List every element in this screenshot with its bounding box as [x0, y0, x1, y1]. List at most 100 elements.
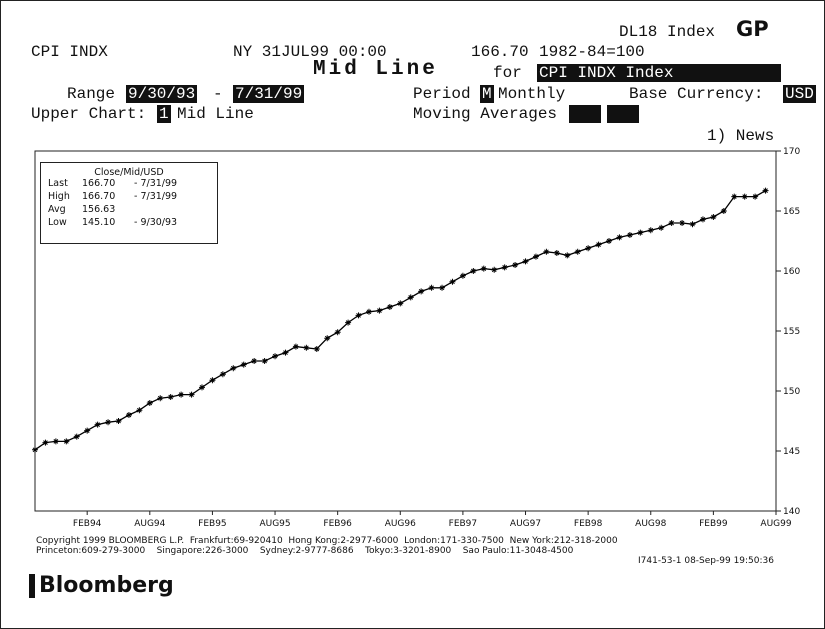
point-marker: [209, 377, 216, 384]
x-tick-label: FEB95: [198, 519, 227, 529]
point-marker: [679, 220, 686, 226]
range-sep: -: [213, 85, 223, 103]
period-code[interactable]: M: [480, 85, 494, 103]
point-marker: [282, 349, 289, 356]
point-marker: [178, 391, 185, 398]
base: 1982-84=100: [539, 43, 645, 61]
upper-chart: Mid Line: [177, 105, 254, 123]
y-tick-label: 140: [783, 507, 800, 517]
point-marker: [491, 266, 498, 273]
stats-cell: - 7/31/99: [134, 178, 178, 189]
point-marker: [574, 248, 581, 255]
stats-title: Close/Mid/USD: [94, 167, 164, 178]
point-marker: [543, 248, 550, 255]
footer: Copyright 1999 BLOOMBERG L.P. Frankfurt:…: [36, 536, 774, 566]
point-marker: [449, 278, 456, 285]
range-label: Range: [67, 85, 116, 103]
y-tick-label: 150: [783, 387, 800, 397]
point-marker: [532, 253, 539, 260]
point-marker: [439, 284, 446, 291]
point-marker: [407, 294, 414, 301]
stats-row: Last 166.70 - 7/31/99: [41, 178, 217, 191]
point-marker: [115, 418, 122, 424]
upper-chart-label: Upper Chart:: [31, 105, 147, 123]
point-marker: [167, 394, 174, 400]
point-marker: [365, 308, 372, 315]
point-marker: [626, 232, 633, 238]
point-marker: [512, 262, 519, 268]
stats-cell: 166.70: [82, 191, 116, 202]
news-link[interactable]: 1) News: [707, 127, 775, 145]
point-marker: [647, 227, 654, 234]
point-marker: [668, 220, 675, 226]
point-marker: [105, 419, 112, 426]
point-marker: [32, 446, 38, 453]
point-marker: [658, 224, 665, 231]
x-tick-label: FEB96: [323, 519, 352, 529]
point-marker: [731, 193, 738, 200]
point-marker: [334, 329, 341, 336]
point-marker: [345, 319, 352, 326]
stats-row: Low 145.10 - 9/30/93: [41, 217, 217, 230]
stats-row: Avg 156.63: [41, 204, 217, 217]
point-marker: [303, 344, 310, 351]
point-marker: [251, 358, 258, 364]
function-code: GP: [736, 17, 769, 41]
for-label: for: [493, 64, 522, 82]
period-label: Period: [413, 85, 471, 103]
point-marker: [219, 371, 226, 378]
y-tick-label: 170: [783, 147, 800, 157]
brand-logo: Bloomberg: [29, 574, 174, 598]
point-marker: [522, 258, 529, 265]
point-marker: [240, 361, 247, 368]
stats-cell: Low: [48, 217, 67, 228]
moving-average-field[interactable]: [569, 105, 601, 123]
point-marker: [157, 395, 164, 402]
point-marker: [595, 241, 602, 248]
stats-cell: 156.63: [82, 204, 116, 215]
point-marker: [94, 421, 101, 428]
point-marker: [480, 265, 487, 272]
point-marker: [292, 343, 299, 350]
ticker-field[interactable]: CPI INDX Index: [537, 64, 781, 82]
stats-cell: 145.10: [82, 217, 116, 228]
chart: 140 145 150 155 160 165 170 FEB94 AUG94 FEB95 AUG9…: [32, 147, 800, 529]
x-tick-label: AUG97: [510, 519, 541, 529]
point-marker: [324, 335, 331, 342]
upper-chart-code[interactable]: 1: [157, 105, 171, 123]
point-marker: [720, 208, 727, 214]
x-tick-label: FEB97: [449, 519, 478, 529]
x-tick-label: AUG96: [385, 519, 416, 529]
point-marker: [637, 229, 644, 236]
moving-average-field[interactable]: [607, 105, 639, 123]
point-marker: [386, 304, 393, 310]
point-marker: [73, 433, 80, 440]
point-marker: [198, 384, 205, 391]
point-marker: [355, 312, 362, 319]
stats-row: High 166.70 - 7/31/99: [41, 191, 217, 204]
point-marker: [710, 214, 717, 220]
range-start[interactable]: 9/30/93: [126, 85, 198, 103]
point-marker: [376, 307, 383, 314]
point-marker: [616, 234, 623, 241]
point-marker: [313, 346, 320, 352]
point-marker: [470, 268, 477, 274]
point-marker: [741, 193, 748, 200]
point-marker: [261, 358, 268, 364]
timestamp: NY 31JUL99 00:00: [233, 43, 387, 61]
x-tick-label: AUG94: [134, 519, 165, 529]
point-marker: [42, 439, 49, 446]
range-end[interactable]: 7/31/99: [233, 85, 305, 103]
x-tick-label: AUG95: [259, 519, 290, 529]
currency[interactable]: USD: [783, 85, 816, 103]
y-tick-label: 145: [783, 447, 800, 457]
moving-averages-label: Moving Averages: [413, 105, 558, 123]
point-marker: [689, 221, 696, 228]
screen-title: Mid Line: [313, 58, 438, 81]
point-marker: [397, 300, 404, 307]
point-marker: [585, 245, 592, 252]
point-marker: [752, 193, 759, 200]
point-marker: [418, 288, 425, 295]
currency-label: Base Currency:: [629, 85, 764, 103]
